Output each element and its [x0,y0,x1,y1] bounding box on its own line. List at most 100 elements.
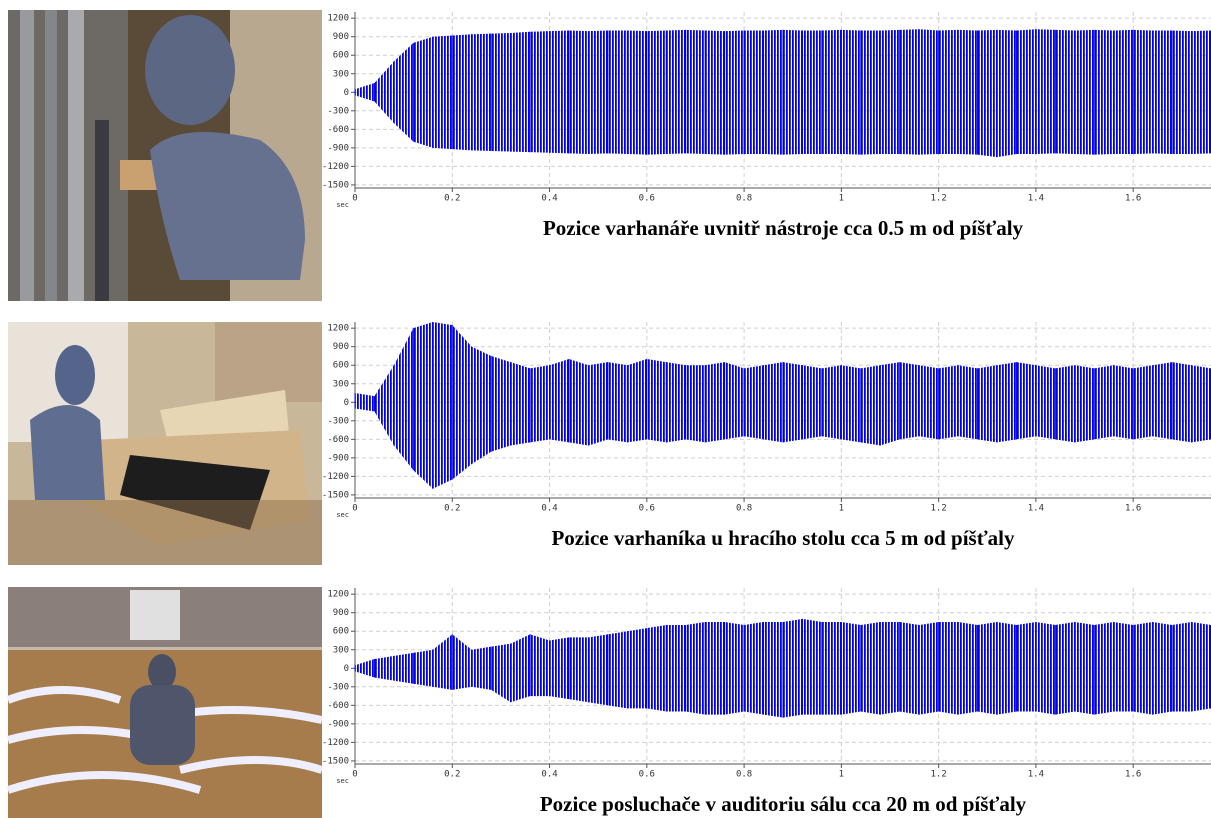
x-tick-label: 1 [839,770,844,780]
waveform-segment [588,634,608,706]
waveform-segment [413,649,433,687]
waveform-segment [646,359,667,443]
waveform-segment [666,362,686,443]
waveform-segment [938,621,959,715]
waveform-segment [569,359,589,446]
waveform-segment [355,659,375,678]
x-tick-label: 1 [839,504,844,514]
waveform-segment [1035,365,1056,440]
waveform-segment [860,621,881,715]
waveform-segment [510,634,531,703]
y-tick-label: -1500 [322,756,349,766]
waveform-segment [1074,365,1095,443]
x-tick-label: 1.6 [1125,770,1141,780]
waveform-segment [919,29,939,155]
waveform-segment [1016,621,1036,712]
waveform-segment [685,29,706,155]
waveform-segment [958,365,978,440]
waveform-segment [899,362,920,440]
y-tick-label: -900 [327,453,349,463]
waveform-segment [1035,621,1056,715]
waveform-segment [607,30,628,155]
waveform-segment [1035,29,1056,155]
y-tick-label: -1500 [322,180,349,190]
x-tick-label: 1.2 [931,770,947,780]
waveform-segment [393,42,414,142]
waveform-segment [1074,621,1095,715]
waveform-segment [705,362,725,443]
x-tick-label: 1.4 [1028,194,1044,204]
waveform-segment [997,29,1017,158]
x-axis-label: sec [336,777,349,785]
x-axis-label: sec [336,511,349,519]
waveform-segment [763,29,783,155]
waveform-segment [841,29,861,155]
waveform-segment [802,618,822,715]
waveform-segment [471,33,492,151]
x-tick-label: 0.6 [639,194,655,204]
waveform-segment [821,29,842,155]
waveform-segment [997,362,1017,443]
waveform-segment [588,362,608,446]
y-tick-label: 0 [344,88,349,98]
y-tick-label: -900 [327,719,349,729]
waveform-segment [1133,621,1153,715]
y-tick-label: -1200 [322,162,349,172]
waveform-segment [899,29,920,155]
y-tick-label: 300 [333,69,349,79]
waveform-segment [549,30,569,154]
waveform-segment [627,30,647,155]
waveform-segment [880,29,900,155]
waveform-segment [1191,365,1211,443]
waveform-segment [1191,30,1211,155]
waveform-segment [880,621,900,715]
waveform-segment [666,625,686,712]
x-tick-label: 1.2 [931,194,947,204]
waveform-segment [958,621,978,715]
photo [6,587,324,818]
waveform-segment [821,621,842,715]
waveform-segment [530,31,550,153]
waveform-segment [646,625,667,712]
y-tick-label: 300 [333,379,349,389]
waveform-segment [607,362,628,443]
waveform-segment [588,30,608,155]
y-tick-label: -1200 [322,738,349,748]
waveform-segment [1074,29,1095,155]
waveform-segment [1113,365,1134,440]
waveform-segment [958,29,978,155]
waveform-segment [627,628,647,709]
y-tick-label: 1200 [327,590,349,600]
y-tick-label: 1200 [327,324,349,334]
waveform-segment [432,322,453,489]
waveform-segment [607,631,628,709]
x-tick-label: 1 [839,194,844,204]
x-tick-label: 1.6 [1125,504,1141,514]
x-tick-label: 1.4 [1028,504,1044,514]
waveform-segment [938,29,959,155]
x-tick-label: 0.2 [444,194,460,204]
waveform-segment [724,362,745,440]
waveform-segment [763,621,783,718]
x-axis-label: sec [336,201,349,209]
waveform-segment [569,637,589,703]
y-tick-label: 300 [333,645,349,655]
x-tick-label: 0.4 [541,504,557,514]
waveform-segment [744,30,764,155]
waveform-segment [549,637,569,700]
waveform-segment [977,621,997,715]
photo [8,10,322,301]
waveform-segment [1055,29,1075,155]
y-tick-label: 600 [333,51,349,61]
waveform-segment [413,36,433,148]
waveform-segment [491,355,511,452]
waveform-segment [1055,621,1075,715]
waveform-segment [549,359,569,443]
waveform-segment [880,362,900,446]
waveform-segment [666,29,686,155]
waveform-segment [491,32,511,152]
x-tick-label: 0.8 [736,194,752,204]
waveform-segment [355,393,375,412]
waveform-segment [374,365,394,446]
